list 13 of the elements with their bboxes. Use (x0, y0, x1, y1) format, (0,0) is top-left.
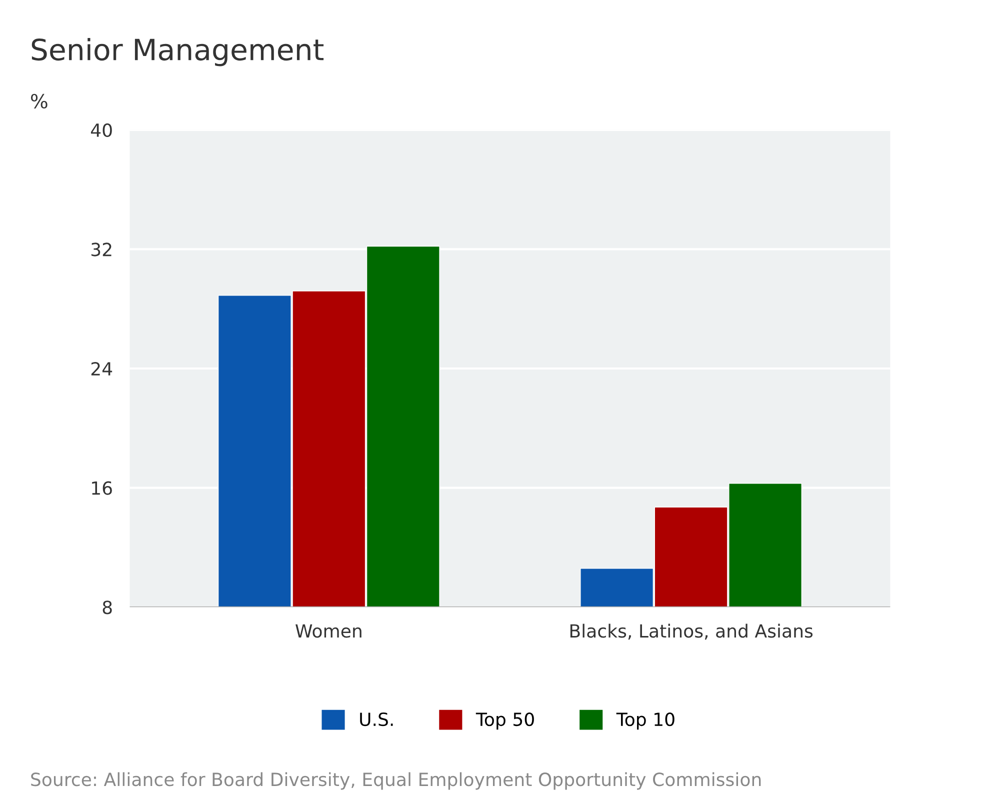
x-tick-label: Women (296, 624, 362, 638)
y-tick-label: 40 (90, 123, 112, 138)
y-tick-label: 8 (102, 600, 112, 614)
y-tick-label: 24 (91, 362, 112, 376)
legend-label: Top 50 (476, 712, 534, 730)
chart-title: Senior Management (32, 38, 324, 66)
y-tick-label: 16 (92, 481, 112, 495)
legend-label: Top 10 (616, 712, 674, 730)
legend-label: U.S. (360, 712, 393, 726)
y-tick-label: 32 (91, 242, 112, 256)
x-tick-label: Blacks, Latinos, and Asians (570, 624, 813, 640)
source-note: Source: Alliance for Board Diversity, Equal Employment Opportunity Commission (31, 772, 761, 790)
y-axis-title: % (31, 94, 48, 109)
